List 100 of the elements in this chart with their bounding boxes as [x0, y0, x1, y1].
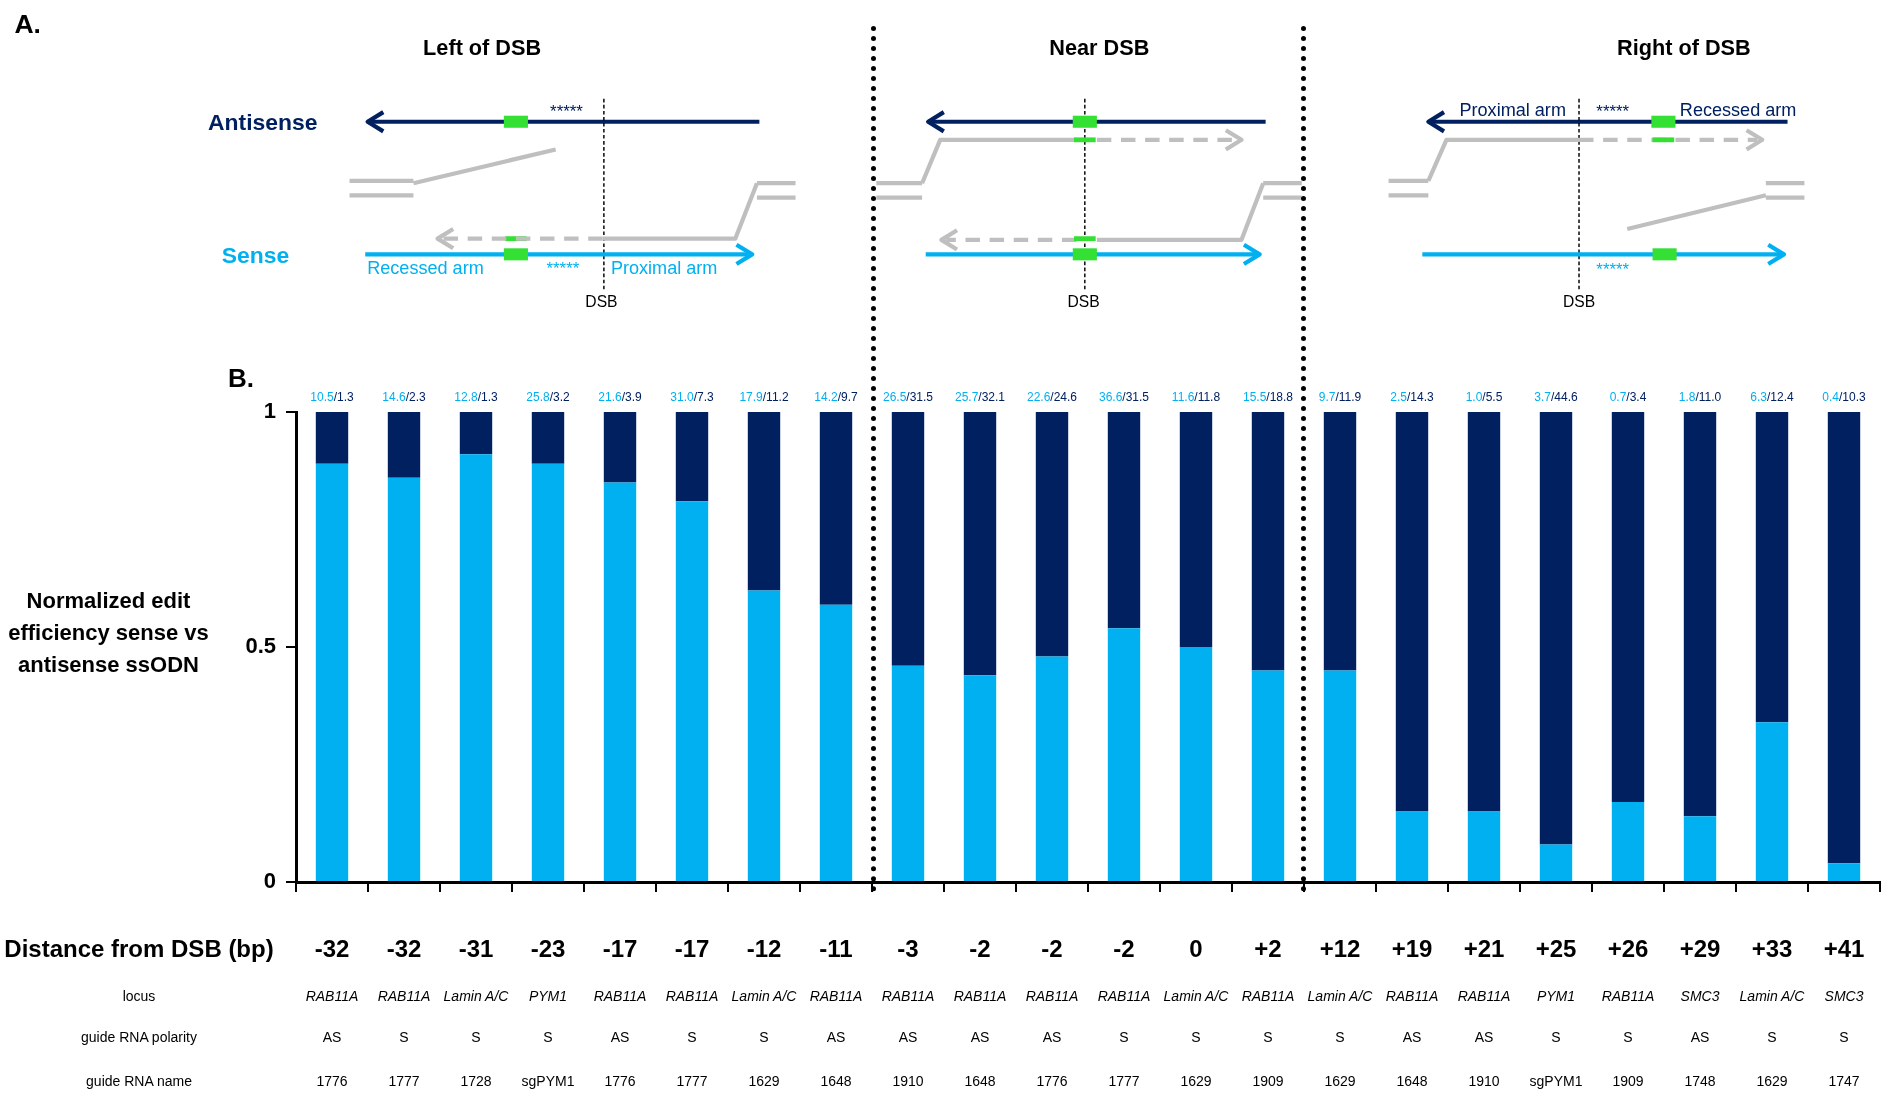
chart-title: B. [228, 363, 254, 394]
category-label: -11 RAB11A AS 1648 [809, 934, 863, 1089]
text: ***** [546, 258, 580, 278]
bar [1683, 412, 1717, 817]
bar [531, 463, 565, 881]
text: 11.6/11.8 [1171, 390, 1221, 405]
text: 14.6/2.3 [382, 390, 426, 405]
text: 15.5/18.8 [1242, 390, 1294, 405]
text: 2.5/14.3 [1390, 390, 1434, 405]
text: 1.0/5.5 [1465, 390, 1503, 405]
bar [1539, 844, 1573, 881]
category-label: -31 Lamin A/C S 1728 [443, 934, 509, 1089]
category-label: -3 RAB11A AS 1910 [881, 934, 935, 1089]
bar [1107, 412, 1141, 629]
bar [1395, 811, 1429, 881]
bar [1179, 412, 1213, 647]
x-axis-title: Distance from DSB (bp) [4, 934, 274, 962]
text: 3.7/44.6 [1534, 390, 1578, 405]
category-label: -2 RAB11A AS 1776 [1025, 934, 1079, 1089]
bar [747, 590, 781, 881]
category-label: +33 Lamin A/C S 1629 [1739, 934, 1805, 1089]
bar [1611, 412, 1645, 803]
text: 25.8/3.2 [526, 390, 570, 405]
bar [387, 412, 421, 478]
bar [1035, 656, 1069, 881]
y-tick-label: 0 [263, 868, 276, 894]
text: guide RNA name [86, 1072, 193, 1089]
bar [1107, 628, 1141, 881]
bar [747, 412, 781, 591]
bar [459, 412, 493, 455]
text: 1.8/11.0 [1678, 390, 1722, 405]
text: 22.6/24.6 [1026, 390, 1078, 405]
text: ***** [550, 101, 584, 121]
bar [1539, 412, 1573, 845]
category-label: +19 RAB11A AS 1648 [1385, 934, 1439, 1089]
bar [315, 412, 349, 464]
category-label: -32 RAB11A AS 1776 [305, 934, 359, 1089]
bar [891, 665, 925, 881]
text: 0.7/3.4 [1609, 390, 1647, 405]
bar [1395, 412, 1429, 812]
bar [1323, 412, 1357, 671]
bar [603, 482, 637, 881]
category-label: -23 PYM1 S sgPYM1 [521, 934, 575, 1089]
text: 9.7/11.9 [1318, 390, 1362, 405]
bar [1467, 811, 1501, 881]
bar [1827, 863, 1861, 881]
text: ***** [1596, 259, 1630, 279]
category-label: +25 PYM1 S sgPYM1 [1529, 934, 1583, 1089]
category-label: -17 RAB11A AS 1776 [593, 934, 647, 1089]
bar [1251, 670, 1285, 881]
text: A. [14, 8, 41, 39]
text: 12.8/1.3 [454, 390, 498, 405]
bar [315, 463, 349, 881]
text: Recessed arm [367, 257, 484, 278]
text: Right of DSB [1617, 35, 1751, 61]
text: guide RNA polarity [81, 1028, 197, 1045]
bar [675, 501, 709, 881]
bar [387, 477, 421, 881]
bar [1467, 412, 1501, 812]
text: 14.2/9.7 [814, 390, 858, 405]
text: Near DSB [1049, 35, 1150, 61]
category-label: -2 RAB11A AS 1648 [953, 934, 1007, 1089]
bar [1683, 816, 1717, 881]
text: 21.6/3.9 [598, 390, 642, 405]
text: Recessed arm [1679, 99, 1797, 120]
category-label: -17 RAB11A S 1777 [665, 934, 719, 1089]
text: 26.5/31.5 [882, 390, 934, 405]
text: 6.3/12.4 [1750, 390, 1794, 405]
text: Proximal arm [610, 257, 718, 278]
bar [1179, 647, 1213, 881]
bar [1251, 412, 1285, 671]
bar [459, 454, 493, 881]
text: Antisense [208, 109, 318, 136]
category-label: +26 RAB11A S 1909 [1601, 934, 1655, 1089]
bar [1755, 722, 1789, 881]
text: 17.9/11.2 [739, 390, 789, 405]
bar [531, 412, 565, 464]
bar [963, 675, 997, 881]
bar [819, 604, 853, 881]
category-label: +21 RAB11A AS 1910 [1457, 934, 1511, 1089]
text: 0.4/10.3 [1822, 390, 1866, 405]
category-label: -2 RAB11A S 1777 [1097, 934, 1151, 1089]
category-label: -12 Lamin A/C S 1629 [731, 934, 797, 1089]
text: 25.7/32.1 [954, 390, 1006, 405]
category-label: 0 Lamin A/C S 1629 [1163, 934, 1229, 1089]
category-label: -32 RAB11A S 1777 [377, 934, 431, 1089]
bar [675, 412, 709, 502]
bar [819, 412, 853, 605]
category-label: +29 SMC3 AS 1748 [1679, 934, 1721, 1089]
text: 31.0/7.3 [670, 390, 714, 405]
text: 36.6/31.5 [1098, 390, 1150, 405]
text: Left of DSB [423, 35, 542, 61]
text: DSB [585, 293, 618, 311]
text: DSB [1562, 293, 1596, 311]
bar [1827, 412, 1861, 864]
bar [963, 412, 997, 676]
text: Sense [221, 241, 290, 268]
bar [1035, 412, 1069, 657]
text: Proximal arm [1459, 99, 1566, 120]
text: DSB [1067, 293, 1100, 311]
